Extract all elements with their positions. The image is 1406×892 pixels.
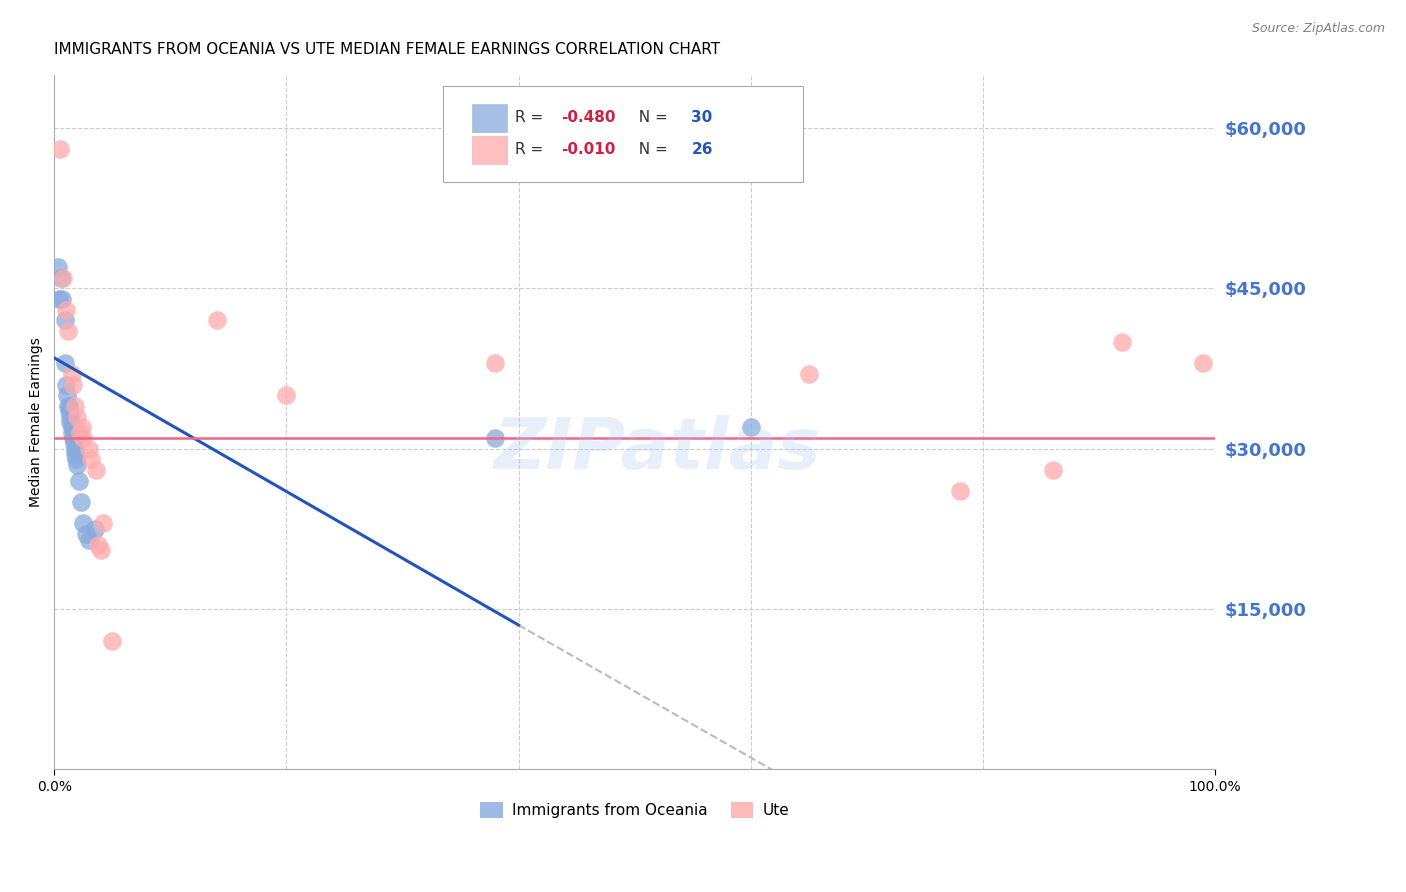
Point — [91, 516, 114, 531]
Point — [77, 533, 100, 547]
Point — [1192, 356, 1215, 370]
Point — [56, 324, 79, 338]
Text: R =: R = — [515, 111, 548, 125]
Point — [63, 447, 86, 461]
FancyBboxPatch shape — [443, 87, 803, 182]
Point — [740, 420, 762, 434]
Point — [72, 516, 94, 531]
Point — [55, 377, 77, 392]
Point — [49, 142, 72, 156]
Point — [205, 313, 228, 327]
Text: R =: R = — [515, 142, 548, 157]
Point — [949, 484, 972, 499]
Text: N =: N = — [628, 111, 672, 125]
Text: -0.480: -0.480 — [561, 111, 616, 125]
Point — [797, 367, 820, 381]
Point — [80, 452, 103, 467]
Point — [101, 634, 124, 648]
Point — [484, 356, 506, 370]
Point — [83, 522, 105, 536]
Point — [46, 260, 69, 274]
Point — [63, 436, 86, 450]
Text: IMMIGRANTS FROM OCEANIA VS UTE MEDIAN FEMALE EARNINGS CORRELATION CHART: IMMIGRANTS FROM OCEANIA VS UTE MEDIAN FE… — [55, 42, 720, 57]
Point — [75, 527, 97, 541]
Point — [58, 399, 80, 413]
Point — [59, 409, 82, 424]
Text: ZIPatlas: ZIPatlas — [494, 416, 821, 484]
Point — [62, 431, 84, 445]
Point — [62, 420, 84, 434]
Text: 30: 30 — [692, 111, 713, 125]
Point — [55, 302, 77, 317]
Text: 26: 26 — [692, 142, 713, 157]
Point — [58, 404, 80, 418]
Point — [63, 442, 86, 456]
Point — [87, 538, 110, 552]
Point — [48, 292, 70, 306]
Point — [65, 452, 87, 467]
Text: N =: N = — [628, 142, 672, 157]
Point — [53, 313, 76, 327]
Point — [66, 458, 89, 472]
Point — [53, 356, 76, 370]
FancyBboxPatch shape — [472, 136, 508, 163]
FancyBboxPatch shape — [472, 103, 508, 131]
Point — [1042, 463, 1064, 477]
Point — [56, 388, 79, 402]
Point — [62, 377, 84, 392]
Point — [60, 425, 83, 440]
Point — [70, 420, 93, 434]
Point — [56, 399, 79, 413]
Point — [77, 442, 100, 456]
Text: Source: ZipAtlas.com: Source: ZipAtlas.com — [1251, 22, 1385, 36]
Point — [67, 474, 90, 488]
Point — [60, 367, 83, 381]
Point — [49, 270, 72, 285]
Point — [69, 425, 91, 440]
Point — [484, 431, 506, 445]
Point — [66, 409, 89, 424]
Point — [52, 270, 75, 285]
Text: -0.010: -0.010 — [561, 142, 616, 157]
Point — [60, 420, 83, 434]
Legend: Immigrants from Oceania, Ute: Immigrants from Oceania, Ute — [474, 796, 796, 824]
Point — [84, 463, 107, 477]
Point — [63, 399, 86, 413]
Point — [90, 543, 112, 558]
Point — [70, 495, 93, 509]
Point — [59, 415, 82, 429]
Point — [276, 388, 298, 402]
Y-axis label: Median Female Earnings: Median Female Earnings — [30, 337, 44, 507]
Point — [51, 292, 73, 306]
Point — [72, 431, 94, 445]
Point — [1111, 334, 1133, 349]
